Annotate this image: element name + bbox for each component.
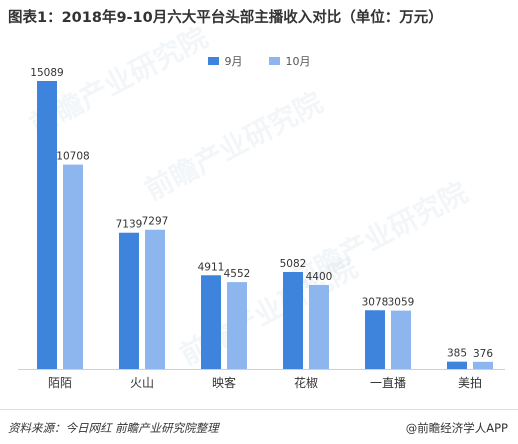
x-tick-label: 陌陌 — [48, 376, 72, 390]
bar-september — [365, 310, 385, 369]
source-note: 资料来源：今日网红 前瞻产业研究院整理 — [8, 421, 219, 435]
bar-october — [309, 285, 329, 369]
data-label: 5082 — [280, 258, 307, 270]
brand-label: @前瞻经济学人APP — [405, 421, 508, 435]
bar-october — [145, 229, 165, 369]
bar-september — [119, 232, 139, 369]
data-label: 4911 — [198, 261, 225, 273]
data-label: 376 — [473, 348, 493, 360]
chart-legend: 9月 10月 — [0, 53, 518, 69]
data-label: 3078 — [362, 296, 389, 308]
footer: 资料来源：今日网红 前瞻产业研究院整理 @前瞻经济学人APP — [0, 409, 518, 444]
legend-swatch-september — [207, 57, 219, 65]
bar-october — [391, 310, 411, 369]
data-label: 4552 — [224, 268, 251, 280]
legend-item-october: 10月 — [268, 53, 311, 69]
data-label: 7297 — [142, 216, 169, 228]
chart-title: 图表1：2018年9-10月六大平台头部主播收入对比（单位：万元） — [8, 10, 443, 26]
data-label: 385 — [447, 348, 467, 360]
data-label: 3059 — [388, 297, 415, 309]
bar-september — [201, 275, 221, 369]
legend-swatch-october — [268, 57, 280, 65]
bar-september — [447, 361, 467, 369]
data-label: 7139 — [116, 219, 143, 231]
bar-september — [37, 81, 57, 369]
data-label: 15089 — [30, 67, 63, 79]
x-tick-label: 火山 — [130, 376, 154, 390]
legend-label-october: 10月 — [285, 55, 311, 68]
legend-item-september: 9月 — [207, 53, 243, 69]
bar-october — [473, 361, 493, 369]
bar-september — [283, 272, 303, 369]
x-tick-label: 映客 — [212, 375, 236, 390]
bar-october — [227, 282, 247, 369]
x-tick-label: 花椒 — [294, 375, 318, 390]
bar-october — [63, 164, 83, 369]
x-tick-label: 一直播 — [370, 376, 406, 390]
x-tick-label: 美拍 — [458, 375, 482, 390]
legend-label-september: 9月 — [224, 55, 243, 68]
data-label: 10708 — [56, 151, 89, 163]
data-label: 4400 — [306, 271, 333, 283]
